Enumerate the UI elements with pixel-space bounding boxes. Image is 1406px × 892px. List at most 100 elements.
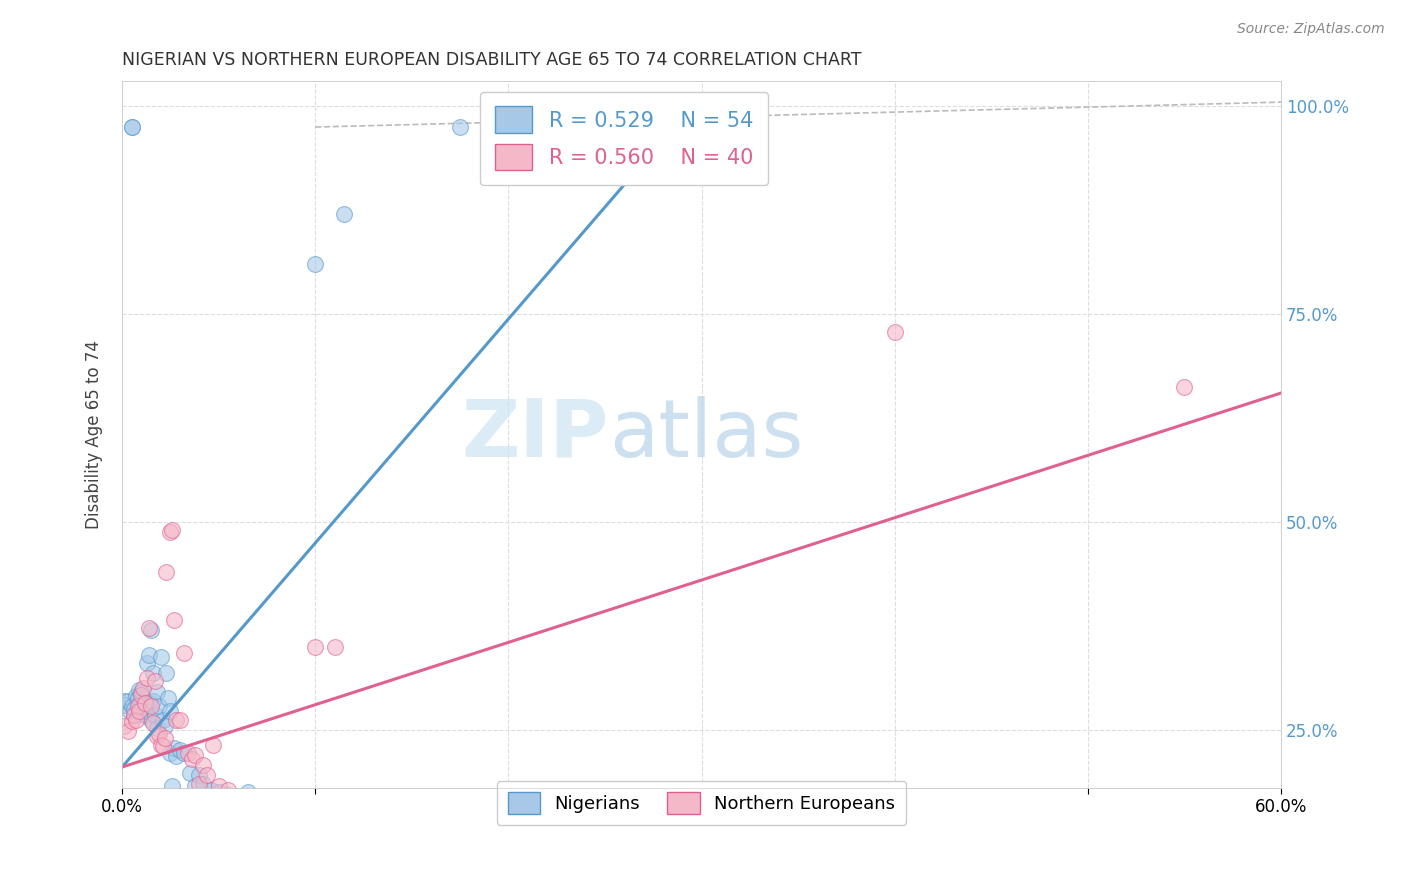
Point bbox=[128, 682, 150, 697]
Point bbox=[118, 705, 141, 719]
Point bbox=[143, 707, 166, 722]
Point bbox=[323, 640, 346, 654]
Point bbox=[193, 777, 215, 791]
Point bbox=[149, 649, 172, 664]
Point bbox=[152, 713, 174, 727]
Point bbox=[180, 752, 202, 766]
Point bbox=[117, 724, 139, 739]
Point bbox=[138, 648, 160, 662]
Point bbox=[284, 790, 307, 805]
Point bbox=[146, 685, 169, 699]
Point bbox=[163, 741, 186, 756]
Point bbox=[155, 565, 177, 579]
Point bbox=[127, 691, 149, 706]
Point bbox=[127, 699, 149, 714]
Point bbox=[333, 207, 356, 221]
Point bbox=[128, 698, 150, 712]
Point bbox=[134, 696, 156, 710]
Point bbox=[188, 777, 211, 791]
Point bbox=[134, 707, 156, 722]
Point bbox=[193, 757, 215, 772]
Point bbox=[122, 707, 145, 722]
Point bbox=[173, 746, 195, 760]
Point bbox=[112, 693, 135, 707]
Point bbox=[226, 789, 249, 804]
Point bbox=[121, 714, 143, 729]
Point bbox=[207, 779, 229, 793]
Point bbox=[184, 779, 207, 793]
Point bbox=[304, 640, 326, 654]
Point bbox=[201, 738, 224, 752]
Point bbox=[139, 699, 162, 714]
Point bbox=[188, 768, 211, 782]
Text: ZIP: ZIP bbox=[461, 396, 609, 474]
Point bbox=[136, 705, 159, 719]
Point bbox=[148, 727, 170, 741]
Point bbox=[162, 779, 184, 793]
Point bbox=[179, 765, 201, 780]
Point bbox=[117, 693, 139, 707]
Point bbox=[169, 743, 191, 757]
Point bbox=[139, 713, 162, 727]
Point bbox=[157, 691, 180, 706]
Point bbox=[142, 693, 165, 707]
Point bbox=[200, 782, 222, 797]
Y-axis label: Disability Age 65 to 74: Disability Age 65 to 74 bbox=[86, 340, 103, 529]
Point bbox=[207, 785, 229, 799]
Point bbox=[169, 713, 191, 727]
Point bbox=[146, 721, 169, 735]
Point bbox=[128, 705, 150, 719]
Point bbox=[153, 731, 176, 745]
Point bbox=[115, 698, 138, 712]
Point bbox=[195, 768, 218, 782]
Text: Source: ZipAtlas.com: Source: ZipAtlas.com bbox=[1237, 22, 1385, 37]
Point bbox=[159, 746, 181, 760]
Point bbox=[304, 257, 326, 271]
Point bbox=[131, 688, 153, 702]
Point bbox=[165, 749, 187, 764]
Point bbox=[177, 746, 200, 760]
Point bbox=[121, 120, 143, 134]
Point bbox=[146, 729, 169, 743]
Point bbox=[136, 671, 159, 685]
Point bbox=[142, 716, 165, 731]
Point bbox=[136, 656, 159, 670]
Point bbox=[122, 707, 145, 722]
Point bbox=[148, 699, 170, 714]
Point bbox=[217, 788, 239, 802]
Point bbox=[143, 674, 166, 689]
Point bbox=[121, 699, 143, 714]
Point bbox=[131, 685, 153, 699]
Point bbox=[155, 666, 177, 681]
Point bbox=[159, 524, 181, 539]
Point bbox=[139, 623, 162, 637]
Legend: Nigerians, Northern Europeans: Nigerians, Northern Europeans bbox=[496, 781, 905, 825]
Point bbox=[124, 713, 146, 727]
Point bbox=[132, 681, 155, 695]
Point bbox=[163, 613, 186, 627]
Text: NIGERIAN VS NORTHERN EUROPEAN DISABILITY AGE 65 TO 74 CORRELATION CHART: NIGERIAN VS NORTHERN EUROPEAN DISABILITY… bbox=[122, 51, 862, 69]
Point bbox=[124, 690, 146, 704]
Point bbox=[112, 718, 135, 732]
Point bbox=[138, 621, 160, 635]
Point bbox=[217, 782, 239, 797]
Point bbox=[173, 646, 195, 660]
Point bbox=[121, 120, 143, 134]
Point bbox=[449, 120, 471, 134]
Point bbox=[152, 739, 174, 754]
Point bbox=[1173, 380, 1195, 394]
Point bbox=[122, 702, 145, 716]
Point bbox=[526, 120, 548, 134]
Point bbox=[162, 523, 184, 537]
Point bbox=[138, 696, 160, 710]
Point bbox=[149, 738, 172, 752]
Point bbox=[165, 713, 187, 727]
Point bbox=[142, 666, 165, 681]
Text: atlas: atlas bbox=[609, 396, 803, 474]
Point bbox=[184, 747, 207, 762]
Point bbox=[236, 785, 259, 799]
Point bbox=[159, 705, 181, 719]
Point bbox=[883, 326, 905, 340]
Point bbox=[132, 706, 155, 720]
Point bbox=[153, 718, 176, 732]
